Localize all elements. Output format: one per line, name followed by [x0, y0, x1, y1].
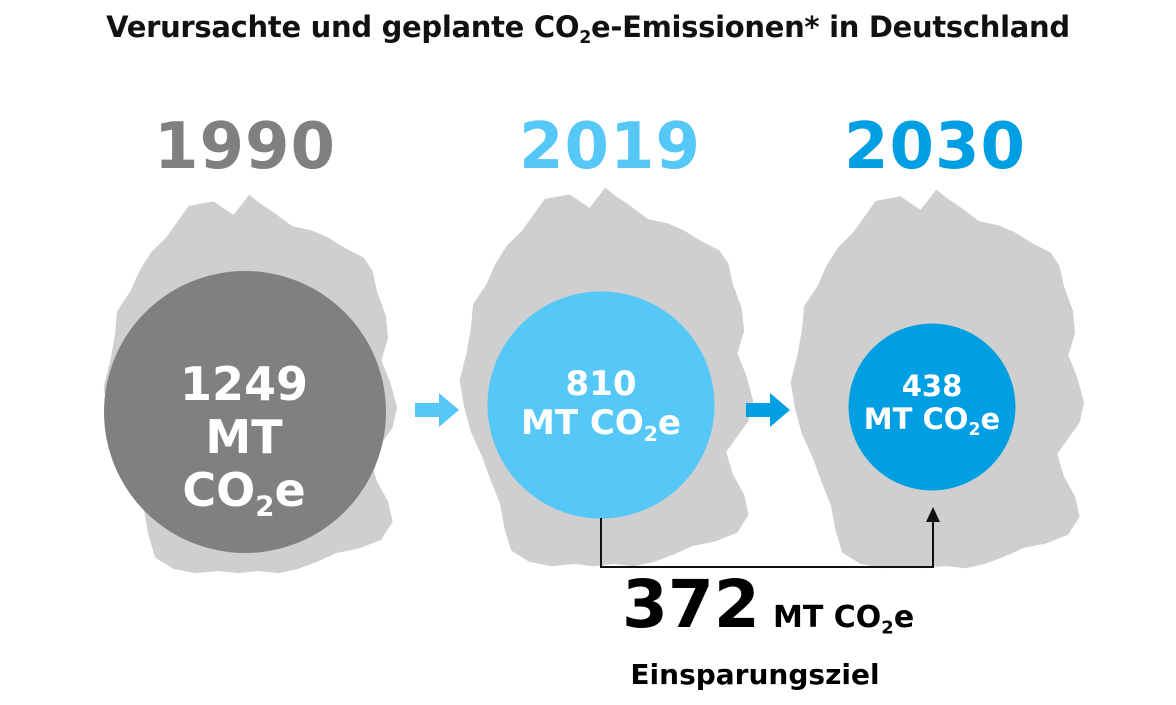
bubble-1990 — [104, 271, 386, 553]
savings-label: Einsparungsziel — [630, 658, 880, 691]
savings-connector-line — [600, 518, 934, 568]
bubble-unit-2019: MT CO2e — [521, 403, 681, 447]
arrow-right-icon — [415, 393, 459, 427]
bubble-value-1990: 1249 — [179, 357, 309, 411]
bubble-unit-2030: MT CO2e — [863, 402, 1001, 441]
bubble-value-2019: 810 — [565, 364, 637, 404]
savings-unit: MT CO2e — [773, 600, 915, 639]
arrow-right-icon — [746, 393, 790, 427]
year-label-2019: 2019 — [518, 110, 702, 184]
year-label-1990: 1990 — [153, 110, 337, 184]
savings-value: 372 — [622, 566, 760, 643]
bubble-unit-1990: MT CO2e — [182, 409, 306, 523]
bubble-2019 — [487, 291, 715, 519]
bubble-label-1990: 1249 MT CO2e — [144, 358, 344, 522]
bubble-label-2019: 810 MT CO2e — [501, 364, 701, 447]
bubble-label-2030: 438 MT CO2e — [832, 369, 1032, 441]
chart-title: Verursachte und geplante CO2e-Emissionen… — [106, 10, 1070, 49]
bubble-value-2030: 438 — [901, 369, 963, 403]
year-label-2030: 2030 — [843, 110, 1027, 184]
savings-arrowhead — [926, 507, 940, 522]
bubble-2030 — [848, 323, 1016, 491]
